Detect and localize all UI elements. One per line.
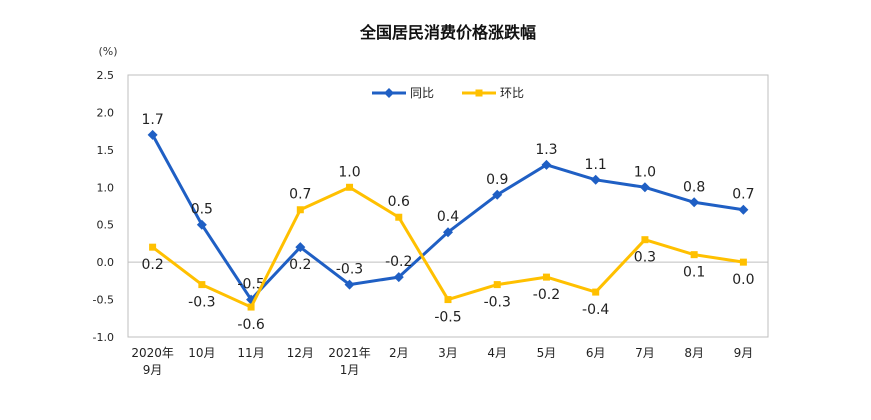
- data-label: -0.2: [385, 254, 412, 270]
- data-label: 1.7: [141, 112, 163, 128]
- data-label: 0.1: [683, 265, 705, 281]
- data-label: 0.6: [388, 194, 410, 210]
- x-tick-label: 10月: [188, 346, 215, 360]
- x-tick-label: 5月: [537, 346, 557, 360]
- y-tick-label: -1.0: [93, 331, 114, 344]
- y-tick-label: 2.0: [97, 106, 115, 119]
- data-point: [689, 197, 700, 208]
- y-tick-label: -0.5: [93, 294, 114, 307]
- y-tick-label: 1.0: [97, 181, 115, 194]
- data-label: 0.4: [437, 209, 459, 225]
- series-layer: 1.70.5-0.50.2 -0.3 -0.20.40.91.31.1 1.00.8 0…: [141, 112, 754, 333]
- data-point: [247, 303, 255, 311]
- data-label: 0.2: [289, 257, 311, 273]
- legend-label: 环比: [500, 86, 524, 100]
- legend-marker: [384, 88, 394, 98]
- data-point: [690, 251, 698, 259]
- data-label: -0.3: [484, 295, 511, 311]
- chart-title: 全国居民消费价格涨跌幅: [359, 23, 536, 42]
- legend-label: 同比: [410, 86, 434, 100]
- x-tick-label: 11月: [237, 346, 264, 360]
- data-point: [443, 227, 453, 238]
- data-point: [739, 258, 747, 266]
- data-point: [641, 236, 649, 244]
- data-point: [196, 219, 207, 230]
- data-point: [395, 213, 403, 221]
- x-tick-label: 3月: [438, 346, 458, 360]
- data-point: [639, 182, 650, 193]
- x-tick-label: 8月: [684, 346, 704, 360]
- data-point: [346, 183, 354, 191]
- x-tick-label: 12月: [287, 346, 314, 360]
- x-tick-label: 2020年 9月: [131, 346, 174, 377]
- data-label: -0.5: [434, 310, 461, 326]
- data-point: [147, 129, 158, 140]
- data-point: [590, 174, 601, 185]
- data-label: -0.3: [336, 262, 363, 278]
- x-tick-label: 6月: [586, 346, 606, 360]
- legend-item: 环比: [462, 86, 524, 100]
- data-point: [393, 272, 404, 283]
- data-label: 0.5: [191, 202, 213, 218]
- data-label: 0.2: [141, 257, 163, 273]
- legend-marker: [475, 89, 483, 97]
- data-label: 0.7: [732, 187, 754, 203]
- y-tick-label: 2.5: [97, 69, 115, 82]
- data-point: [542, 273, 550, 281]
- data-label: 1.0: [338, 164, 360, 180]
- data-label: -0.5: [237, 277, 264, 293]
- x-axis-ticks: 2020年 9月 10月 11月 12月 2021年 1月 2月 3月 4月 5月 6月 7月 8月 9月: [131, 346, 753, 377]
- data-point: [444, 296, 452, 304]
- data-point: [246, 294, 257, 305]
- data-label: 1.0: [634, 164, 656, 180]
- data-label: -0.3: [188, 295, 215, 311]
- series-yoy: 1.7 0.5 -0.5 0.2 -0.3 -0.2 0.4 0.9 1.3 1.1 1.0 0.8 0…: [141, 112, 755, 305]
- data-label: 0.7: [289, 187, 311, 203]
- data-point: [149, 243, 157, 251]
- plot-border: [127, 74, 769, 338]
- data-label: -0.4: [582, 302, 609, 318]
- data-label: 0.8: [683, 179, 705, 195]
- x-tick-label: 4月: [487, 346, 507, 360]
- legend: 同比 环比: [372, 86, 524, 100]
- x-tick-label: 9月: [734, 346, 754, 360]
- y-axis-ticks: 2.5 2.0 1.5 1.0 0.5 0.0 -0.5 -1.0: [93, 69, 114, 344]
- x-tick-label: 2月: [389, 346, 409, 360]
- data-label: -0.6: [237, 317, 264, 333]
- y-tick-label: 1.5: [97, 144, 115, 157]
- data-point: [592, 288, 600, 296]
- y-unit-label: (%): [98, 45, 117, 58]
- data-label: -0.2: [533, 287, 560, 303]
- data-point: [541, 159, 552, 170]
- legend-item: 同比: [372, 86, 434, 100]
- data-point: [296, 206, 304, 214]
- data-point: [492, 189, 503, 200]
- data-point: [738, 204, 749, 215]
- y-tick-label: 0.5: [97, 219, 115, 232]
- data-label: 0.9: [486, 172, 508, 188]
- series-mom: 0.2 -0.3 -0.6 0.7 1.0 0.6 -0.5 -0.3 -0.2 -0.4 0.3 0…: [141, 164, 754, 333]
- data-label: 0.0: [732, 272, 754, 288]
- x-tick-label: 2021年 1月: [328, 346, 371, 377]
- data-label: 1.1: [585, 157, 607, 173]
- x-tick-label: 7月: [635, 346, 655, 360]
- data-point: [493, 281, 501, 289]
- plot-frame: [127, 74, 769, 338]
- data-point: [198, 281, 206, 289]
- data-label: 0.3: [634, 250, 656, 266]
- data-label: 1.3: [535, 142, 557, 158]
- data-point: [344, 279, 355, 290]
- y-tick-label: 0.0: [97, 256, 115, 269]
- data-point: [295, 242, 306, 253]
